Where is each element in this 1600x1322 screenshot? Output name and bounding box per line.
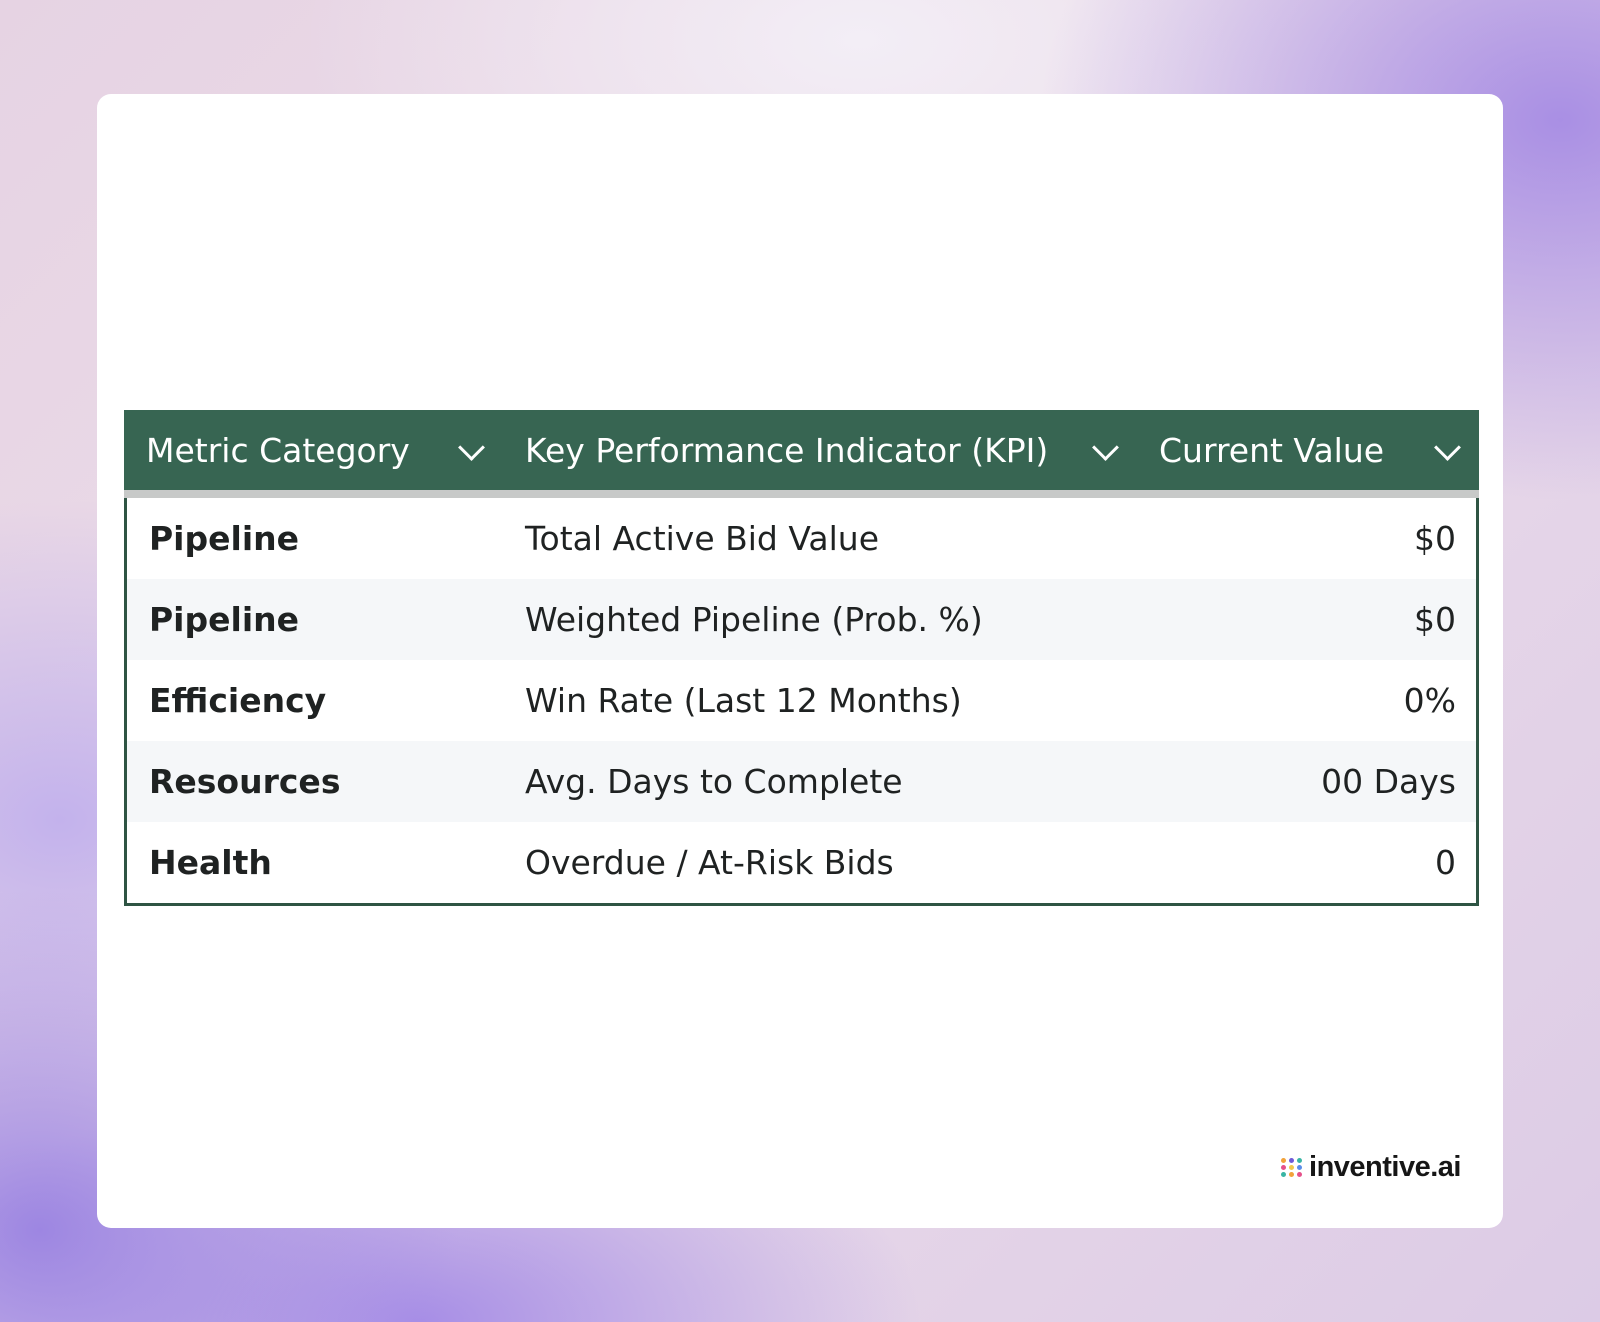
table-body: Pipeline Total Active Bid Value $0 Pipel… [124,498,1479,906]
table-row: Health Overdue / At-Risk Bids 0 [127,822,1476,903]
brand-name: inventive.ai [1309,1151,1461,1183]
kpi-cell[interactable]: Total Active Bid Value [525,519,879,558]
kpi-cell[interactable]: Overdue / At-Risk Bids [525,843,894,882]
brand-logo: inventive.ai [1281,1151,1461,1184]
current-value-cell[interactable]: 0 [1435,843,1456,882]
header-separator [124,490,1479,498]
metric-category-cell[interactable]: Health [149,843,272,882]
column-header-metric-category[interactable]: Metric Category [124,410,503,490]
column-header-current-value[interactable]: Current Value [1137,410,1479,490]
metric-category-cell[interactable]: Resources [149,762,341,801]
column-header-label: Metric Category [146,430,410,470]
chevron-down-icon[interactable] [458,434,485,461]
column-header-label: Key Performance Indicator (KPI) [525,430,1049,470]
table-header: Metric Category Key Performance Indicato… [124,410,1479,490]
content-card: Metric Category Key Performance Indicato… [97,94,1503,1228]
current-value-cell[interactable]: 0% [1403,681,1456,720]
metric-category-cell[interactable]: Pipeline [149,519,299,558]
metric-category-cell[interactable]: Efficiency [149,681,327,720]
dot-cluster-icon [1281,1158,1303,1177]
current-value-cell[interactable]: $0 [1414,519,1456,558]
chevron-down-icon[interactable] [1092,434,1119,461]
kpi-table: Metric Category Key Performance Indicato… [124,410,1479,906]
column-header-kpi[interactable]: Key Performance Indicator (KPI) [503,410,1137,490]
column-header-label: Current Value [1159,430,1385,470]
kpi-cell[interactable]: Win Rate (Last 12 Months) [525,681,962,720]
table-row: Resources Avg. Days to Complete 00 Days [127,741,1476,822]
table-row: Efficiency Win Rate (Last 12 Months) 0% [127,660,1476,741]
kpi-cell[interactable]: Weighted Pipeline (Prob. %) [525,600,983,639]
kpi-cell[interactable]: Avg. Days to Complete [525,762,903,801]
table-row: Pipeline Weighted Pipeline (Prob. %) $0 [127,579,1476,660]
table-row: Pipeline Total Active Bid Value $0 [127,498,1476,579]
metric-category-cell[interactable]: Pipeline [149,600,299,639]
current-value-cell[interactable]: $0 [1414,600,1456,639]
chevron-down-icon[interactable] [1434,434,1461,461]
current-value-cell[interactable]: 00 Days [1321,762,1456,801]
